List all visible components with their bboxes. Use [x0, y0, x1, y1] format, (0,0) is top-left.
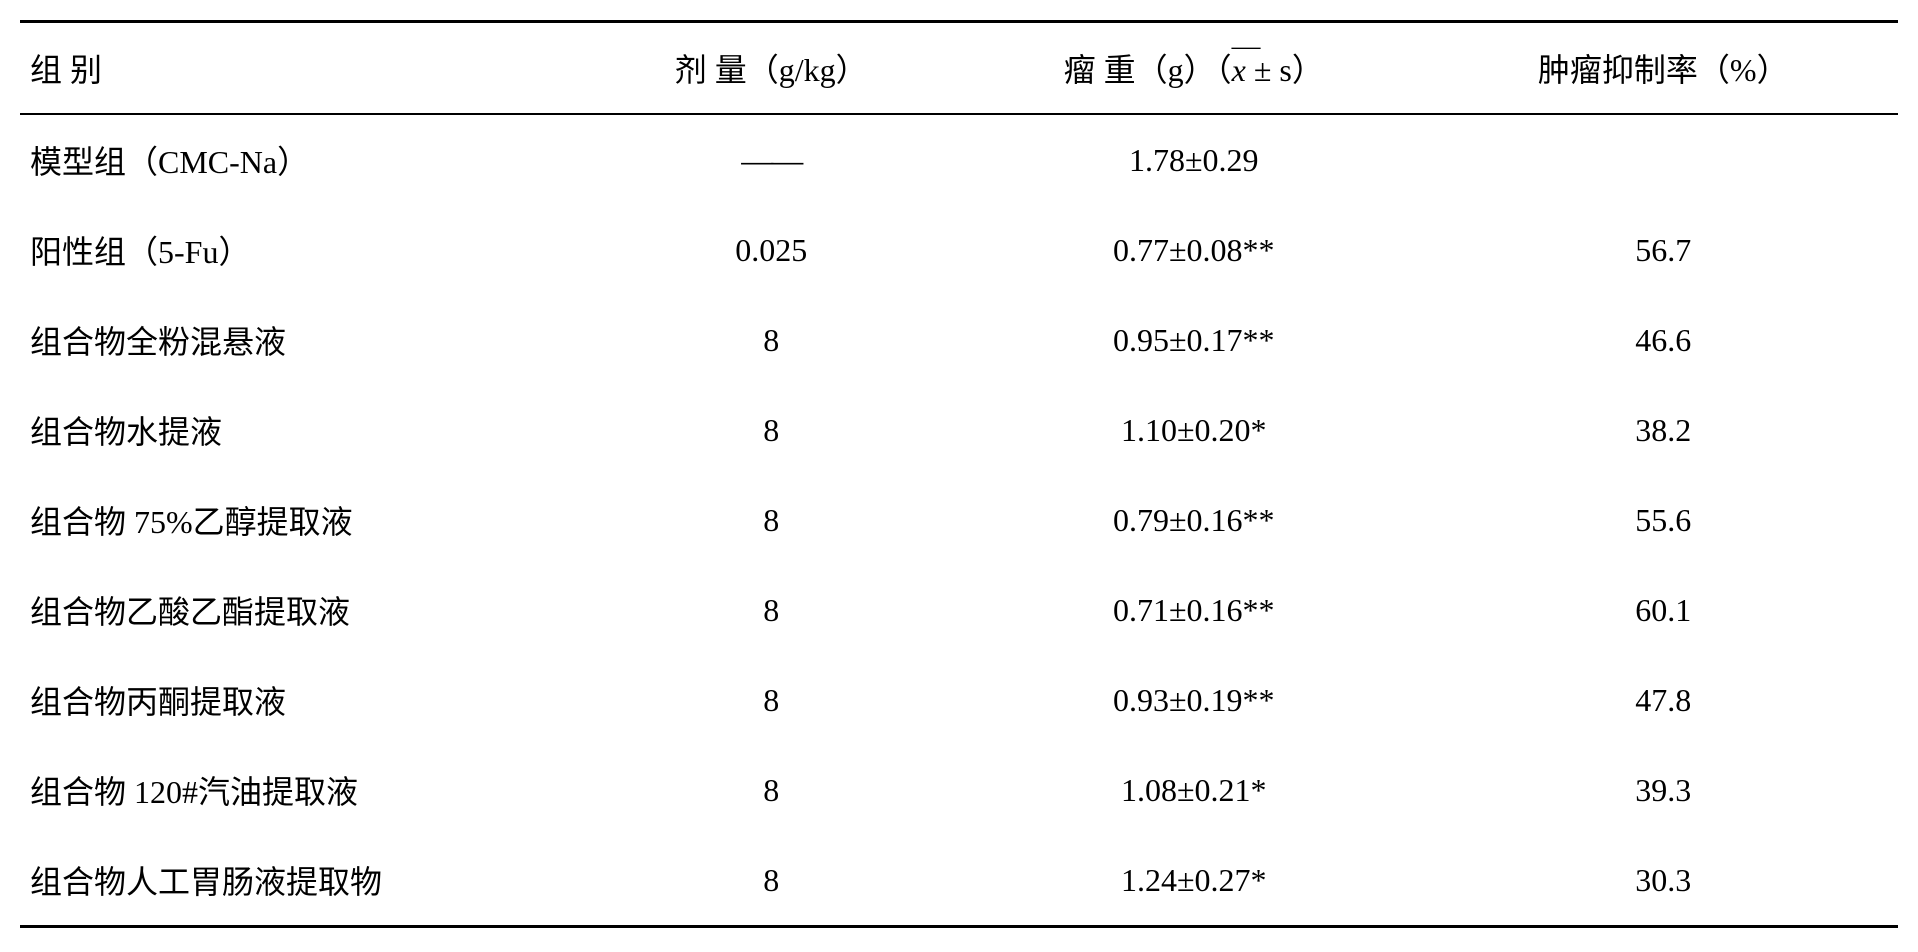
- table-row: 组合物人工胃肠液提取物 8 1.24±0.27* 30.3: [20, 835, 1898, 927]
- table-header-row: 组 别 剂 量（g/kg） 瘤 重（g）（x ± s） 肿瘤抑制率（%）: [20, 22, 1898, 115]
- x-bar-symbol: x: [1232, 52, 1246, 89]
- cell-inhibition-rate: 46.6: [1428, 295, 1898, 385]
- cell-group: 模型组（CMC-Na）: [20, 114, 583, 205]
- cell-tumor-weight: 1.24±0.27*: [959, 835, 1429, 927]
- cell-tumor-weight: 0.95±0.17**: [959, 295, 1429, 385]
- cell-group: 组合物 120#汽油提取液: [20, 745, 583, 835]
- cell-dose: 8: [583, 475, 959, 565]
- cell-dose: 8: [583, 565, 959, 655]
- header-tumor-weight: 瘤 重（g）（x ± s）: [959, 22, 1429, 115]
- cell-inhibition-rate: 47.8: [1428, 655, 1898, 745]
- cell-group: 组合物水提液: [20, 385, 583, 475]
- data-table-container: 组 别 剂 量（g/kg） 瘤 重（g）（x ± s） 肿瘤抑制率（%） 模型组…: [20, 20, 1898, 932]
- cell-group: 组合物乙酸乙酯提取液: [20, 565, 583, 655]
- table-row: 阳性组（5-Fu） 0.025 0.77±0.08** 56.7: [20, 205, 1898, 295]
- table-row: 组合物丙酮提取液 8 0.93±0.19** 47.8: [20, 655, 1898, 745]
- cell-group: 组合物全粉混悬液: [20, 295, 583, 385]
- cell-dose: 0.025: [583, 205, 959, 295]
- cell-inhibition-rate: 56.7: [1428, 205, 1898, 295]
- header-dose: 剂 量（g/kg）: [583, 22, 959, 115]
- cell-tumor-weight: 1.78±0.29: [959, 114, 1429, 205]
- cell-inhibition-rate: 38.2: [1428, 385, 1898, 475]
- cell-dose: 8: [583, 385, 959, 475]
- cell-dose: ——: [583, 114, 959, 205]
- cell-inhibition-rate: 60.1: [1428, 565, 1898, 655]
- cell-inhibition-rate: [1428, 114, 1898, 205]
- header-group: 组 别: [20, 22, 583, 115]
- cell-tumor-weight: 1.08±0.21*: [959, 745, 1429, 835]
- cell-dose: 8: [583, 745, 959, 835]
- cell-group: 阳性组（5-Fu）: [20, 205, 583, 295]
- table-body: 模型组（CMC-Na） —— 1.78±0.29 阳性组（5-Fu） 0.025…: [20, 114, 1898, 927]
- table-row: 组合物 120#汽油提取液 8 1.08±0.21* 39.3: [20, 745, 1898, 835]
- cell-inhibition-rate: 39.3: [1428, 745, 1898, 835]
- cell-group: 组合物人工胃肠液提取物: [20, 835, 583, 927]
- cell-tumor-weight: 0.79±0.16**: [959, 475, 1429, 565]
- header-tumor-weight-prefix: 瘤 重（g）（: [1064, 52, 1232, 88]
- table-row: 组合物 75%乙醇提取液 8 0.79±0.16** 55.6: [20, 475, 1898, 565]
- table-row: 模型组（CMC-Na） —— 1.78±0.29: [20, 114, 1898, 205]
- header-inhibition-rate: 肿瘤抑制率（%）: [1428, 22, 1898, 115]
- cell-tumor-weight: 0.71±0.16**: [959, 565, 1429, 655]
- table-row: 组合物水提液 8 1.10±0.20* 38.2: [20, 385, 1898, 475]
- tumor-inhibition-table: 组 别 剂 量（g/kg） 瘤 重（g）（x ± s） 肿瘤抑制率（%） 模型组…: [20, 20, 1898, 928]
- table-row: 组合物全粉混悬液 8 0.95±0.17** 46.6: [20, 295, 1898, 385]
- cell-tumor-weight: 1.10±0.20*: [959, 385, 1429, 475]
- cell-group: 组合物 75%乙醇提取液: [20, 475, 583, 565]
- cell-group: 组合物丙酮提取液: [20, 655, 583, 745]
- cell-dose: 8: [583, 835, 959, 927]
- cell-dose: 8: [583, 655, 959, 745]
- cell-dose: 8: [583, 295, 959, 385]
- cell-tumor-weight: 0.93±0.19**: [959, 655, 1429, 745]
- cell-tumor-weight: 0.77±0.08**: [959, 205, 1429, 295]
- cell-inhibition-rate: 55.6: [1428, 475, 1898, 565]
- table-row: 组合物乙酸乙酯提取液 8 0.71±0.16** 60.1: [20, 565, 1898, 655]
- cell-inhibition-rate: 30.3: [1428, 835, 1898, 927]
